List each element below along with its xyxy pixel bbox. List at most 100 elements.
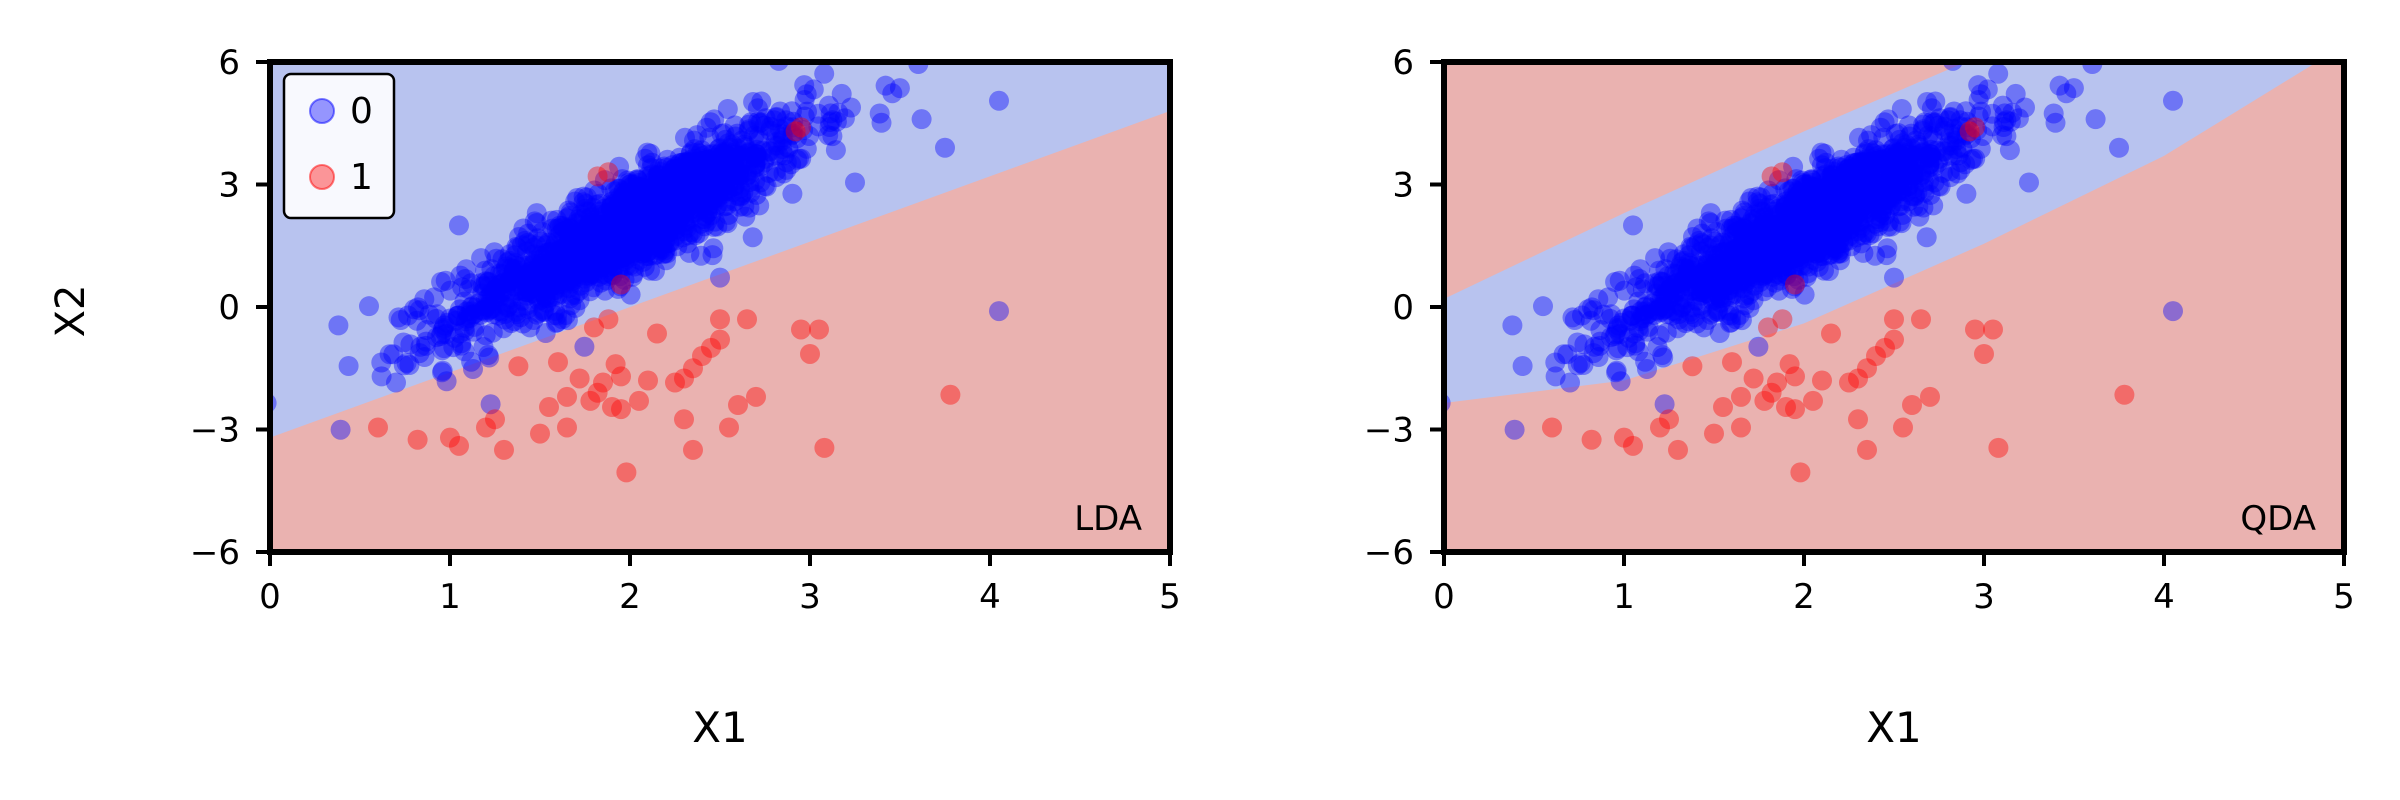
class-0-point [523,255,544,276]
class-0-point [659,194,680,215]
class-0-point [1840,160,1861,181]
class-0-point [591,248,612,269]
class-0-point [1763,201,1784,222]
class-0-point [716,144,736,165]
class-0-point [675,215,696,236]
class-0-point [1589,335,1610,356]
class-0-point [482,291,502,312]
class-0-point [1996,110,2017,131]
class-0-point [549,248,570,269]
class-0-point [622,195,643,215]
class-0-point [794,106,815,127]
class-0-point [696,175,717,196]
class-0-point [1502,315,1523,336]
class-0-point [590,272,611,293]
class-0-point [1733,218,1754,239]
class-0-point [440,308,461,329]
class-0-point [1765,248,1786,269]
class-0-point [1712,242,1733,263]
class-0-point [1823,224,1844,245]
class-0-point [1849,193,1870,214]
y-tick-label: −3 [190,411,240,451]
class-0-point [432,360,453,381]
class-0-point [657,149,678,170]
class-0-point [1782,178,1803,199]
class-0-point [1929,108,1950,129]
class-0-point [543,237,564,258]
class-0-point [1845,198,1866,219]
class-0-point [1863,223,1884,244]
class-0-point [556,265,577,286]
class-0-point [553,217,574,238]
class-0-point [406,310,427,331]
class-0-point [1735,248,1756,269]
class-0-point [572,256,593,277]
class-0-point [556,241,577,262]
class-0-point [465,297,486,318]
class-1-point [1776,397,1796,418]
class-0-point [1883,158,1904,178]
class-0-point [1799,206,1820,227]
class-0-point [709,164,730,185]
class-0-point [1864,188,1884,209]
class-0-point [783,123,804,144]
class-0-point [1746,252,1767,273]
class-0-point [787,149,808,170]
class-0-point [612,227,633,248]
class-0-point [1750,201,1771,222]
class-0-point [618,234,639,255]
class-0-point [1671,252,1692,273]
class-0-point [696,165,717,186]
class-0-point [595,244,616,265]
class-0-point [2063,78,2084,99]
class-0-point [744,125,765,146]
class-0-point [613,215,634,236]
class-0-point [670,153,690,173]
class-0-point [666,199,687,220]
class-0-point [1827,197,1848,218]
class-0-point [614,215,635,236]
class-0-point [601,224,622,245]
class-0-point [1731,269,1752,290]
class-1-point [508,356,529,377]
class-0-point [632,243,653,264]
class-0-point [717,152,738,173]
class-0-point [1747,192,1768,213]
class-0-point [636,194,657,215]
class-0-point [512,254,533,275]
class-0-point [770,101,791,122]
class-0-point [1755,212,1776,233]
class-0-point [1849,189,1870,209]
class-0-point [609,194,630,215]
class-0-point [478,345,499,365]
class-0-point [818,95,839,116]
class-0-point [1776,204,1797,225]
class-0-point [1750,193,1771,214]
class-0-point [493,273,514,294]
class-1-point [1581,429,1602,450]
class-0-point [1698,268,1719,288]
class-0-point [430,326,451,346]
class-0-point [1814,143,1835,164]
class-0-point [1769,280,1789,301]
class-0-point [1716,262,1737,282]
class-0-point [814,63,835,84]
class-0-point [1886,169,1907,190]
class-0-point [1779,243,1800,264]
class-0-point [1994,112,2015,132]
class-0-point [737,165,758,185]
class-0-point [1740,227,1761,248]
class-0-point [1852,195,1872,216]
class-0-point [1834,190,1855,211]
class-0-point [598,221,619,242]
class-0-point [1752,230,1773,251]
class-0-point [1830,195,1851,216]
class-0-point [1803,172,1823,193]
class-0-point [666,206,687,227]
class-0-point [585,235,606,256]
class-0-point [654,176,675,197]
class-0-point [647,165,668,186]
class-0-point [1899,144,1920,165]
legend-box [282,72,396,220]
